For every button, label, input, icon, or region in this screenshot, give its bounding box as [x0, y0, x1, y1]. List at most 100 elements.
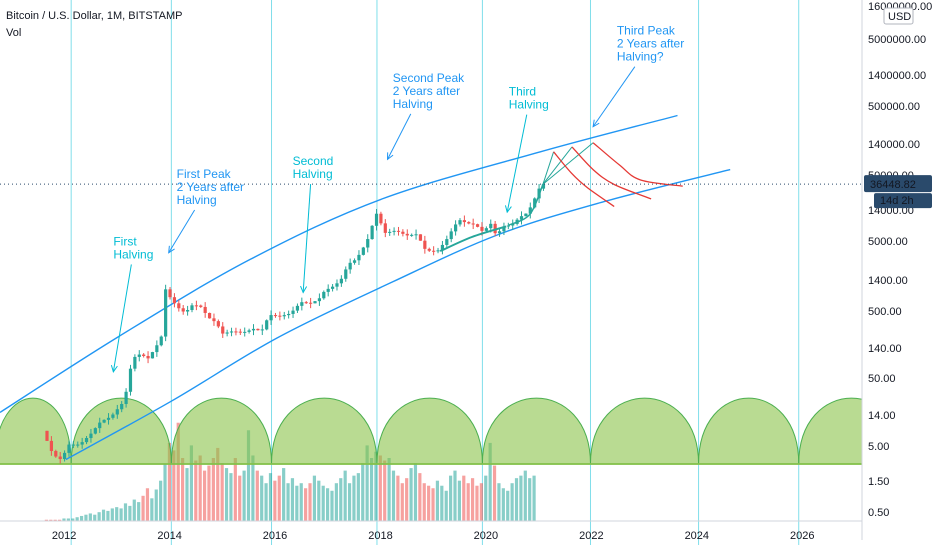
candle-body[interactable] [207, 312, 212, 319]
candle-body[interactable] [489, 223, 493, 229]
candle-body[interactable] [436, 250, 440, 252]
candle-body[interactable] [203, 306, 207, 313]
candle-body[interactable] [361, 247, 365, 255]
candle-body[interactable] [352, 260, 357, 263]
candle-body[interactable] [326, 288, 330, 292]
candle-body[interactable] [238, 331, 242, 333]
candle-body[interactable] [186, 310, 190, 312]
candle-body[interactable] [388, 231, 392, 233]
candle-body[interactable] [225, 332, 229, 334]
candle-body[interactable] [216, 321, 220, 327]
candle-body[interactable] [142, 354, 146, 356]
candle-body[interactable] [339, 278, 343, 284]
candle-body[interactable] [115, 409, 119, 415]
candle-body[interactable] [410, 234, 414, 236]
candle-body[interactable] [335, 283, 339, 287]
candle-body[interactable] [405, 233, 409, 236]
candle-body[interactable] [137, 354, 141, 357]
candle-body[interactable] [370, 225, 374, 240]
candle-body[interactable] [58, 456, 62, 460]
candle-body[interactable] [330, 286, 335, 289]
candle-body[interactable] [243, 331, 247, 333]
candle-body[interactable] [62, 452, 67, 460]
candle-body[interactable] [497, 231, 502, 234]
candle-body[interactable] [344, 269, 348, 279]
candle-body[interactable] [458, 220, 462, 225]
candle-body[interactable] [146, 355, 150, 359]
candle-body[interactable] [265, 320, 269, 330]
candle-body[interactable] [379, 213, 383, 224]
candle-body[interactable] [432, 250, 436, 252]
candle-body[interactable] [221, 326, 225, 334]
candle-body[interactable] [533, 198, 537, 208]
candle-body[interactable] [454, 224, 458, 232]
candle-body[interactable] [102, 419, 106, 423]
candle-body[interactable] [234, 331, 238, 333]
candle-body[interactable] [541, 184, 546, 189]
candle-body[interactable] [484, 228, 488, 231]
candle-body[interactable] [519, 216, 524, 220]
candle-body[interactable] [511, 223, 515, 226]
candle-body[interactable] [133, 356, 137, 369]
candle-body[interactable] [177, 303, 181, 309]
candle-body[interactable] [159, 336, 163, 346]
candle-body[interactable] [93, 428, 97, 434]
candle-body[interactable] [506, 225, 510, 227]
candle-body[interactable] [348, 262, 352, 270]
candle-body[interactable] [181, 308, 185, 312]
candle-body[interactable] [392, 230, 396, 232]
candle-body[interactable] [190, 305, 194, 311]
candle-body[interactable] [164, 289, 168, 337]
candle-body[interactable] [524, 213, 528, 217]
candle-body[interactable] [418, 234, 423, 241]
candle-body[interactable] [401, 231, 405, 234]
candle-body[interactable] [212, 318, 216, 322]
candle-body[interactable] [80, 442, 84, 445]
candle-body[interactable] [427, 248, 431, 251]
candle-body[interactable] [84, 438, 89, 443]
candle-body[interactable] [106, 417, 111, 420]
candle-body[interactable] [300, 302, 304, 306]
candle-body[interactable] [493, 223, 497, 234]
candle-body[interactable] [440, 244, 445, 251]
currency-badge[interactable] [883, 7, 914, 25]
candle-body[interactable] [313, 301, 317, 304]
candle-body[interactable] [295, 305, 300, 311]
candle-body[interactable] [322, 291, 326, 299]
candle-body[interactable] [155, 345, 159, 353]
candle-body[interactable] [54, 450, 58, 457]
candle-body[interactable] [260, 329, 264, 331]
candle-body[interactable] [120, 403, 124, 410]
candle-body[interactable] [45, 430, 49, 441]
candle-body[interactable] [282, 315, 286, 317]
candle-body[interactable] [291, 310, 295, 314]
candle-body[interactable] [247, 330, 251, 332]
candle-body[interactable] [383, 223, 387, 233]
candle-body[interactable] [172, 297, 177, 304]
candle-body[interactable] [423, 240, 427, 249]
candle-body[interactable] [98, 422, 102, 429]
candle-body[interactable] [462, 220, 466, 223]
candle-body[interactable] [71, 444, 75, 446]
candle-body[interactable] [414, 234, 418, 236]
candle-body[interactable] [304, 302, 308, 304]
candle-body[interactable] [287, 313, 291, 316]
candle-body[interactable] [168, 289, 172, 298]
candle-body[interactable] [256, 328, 260, 331]
candle-body[interactable] [309, 302, 313, 304]
candle-body[interactable] [357, 254, 361, 261]
candle-body[interactable] [67, 444, 71, 453]
candle-body[interactable] [471, 223, 475, 225]
candle-body[interactable] [480, 226, 484, 231]
candle-body[interactable] [89, 433, 93, 439]
candle-body[interactable] [502, 226, 506, 232]
candle-body[interactable] [528, 207, 532, 214]
candle-body[interactable] [467, 222, 471, 224]
candle-body[interactable] [111, 414, 115, 418]
candle-body[interactable] [374, 213, 379, 226]
candle-body[interactable] [128, 368, 133, 392]
candle-body[interactable] [199, 305, 203, 307]
candle-body[interactable] [229, 331, 234, 333]
candle-body[interactable] [269, 315, 273, 321]
